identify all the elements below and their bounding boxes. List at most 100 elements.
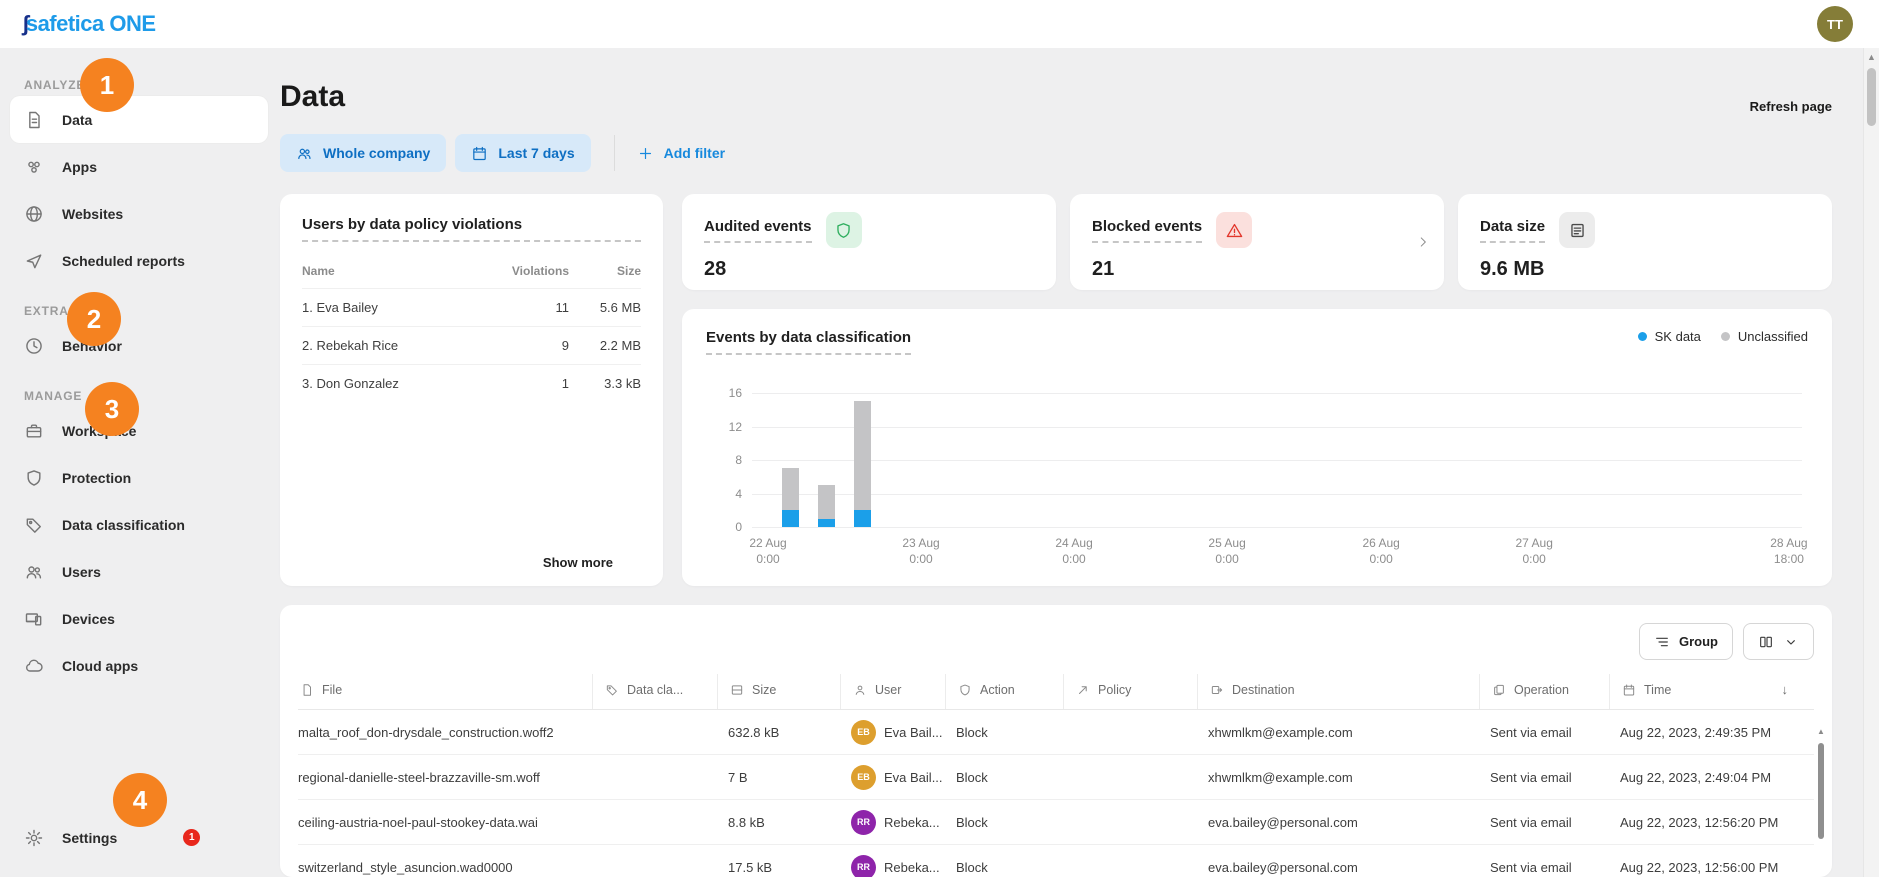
user-avatar[interactable]: TT: [1817, 6, 1853, 42]
sidebar-item-data-classification[interactable]: Data classification: [10, 501, 268, 548]
sidebar-item-users[interactable]: Users: [10, 548, 268, 595]
user-violation-row[interactable]: 3. Don Gonzalez 1 3.3 kB: [302, 364, 641, 402]
sidebar-item-protection[interactable]: Protection: [10, 454, 268, 501]
event-row[interactable]: malta_roof_don-drysdale_construction.wof…: [298, 710, 1814, 755]
column-header-action[interactable]: Action: [956, 674, 1064, 709]
users-card-title: Users by data policy violations: [302, 216, 641, 242]
cell-size: 17.5 kB: [728, 859, 773, 875]
gridline: [752, 527, 1802, 528]
column-header-policy[interactable]: Policy: [1074, 674, 1198, 709]
column-header-file[interactable]: File: [298, 674, 593, 709]
person-icon: [853, 683, 867, 697]
stat-title: Data size: [1480, 218, 1546, 243]
sidebar-item-label: Protection: [62, 469, 132, 486]
legend-item-unclassified[interactable]: Unclassified: [1720, 329, 1808, 344]
stat-title: Audited events: [704, 218, 812, 243]
destination-icon: [1210, 683, 1224, 697]
bar-segment-sk-data: [782, 510, 800, 527]
column-header-destination[interactable]: Destination: [1208, 674, 1480, 709]
data-size: 3.3 kB: [604, 376, 641, 391]
violations-count: 1: [561, 376, 569, 391]
stacked-bar[interactable]: [817, 485, 835, 527]
table-scrollbar[interactable]: ▲: [1816, 727, 1826, 873]
filter-chip-date-range[interactable]: Last 7 days: [455, 134, 591, 172]
bar-segment-sk-data: [817, 518, 835, 527]
column-header-time[interactable]: Time ↓: [1620, 674, 1804, 709]
policy-icon: [1076, 683, 1090, 697]
sidebar-item-behavior[interactable]: Behavior: [10, 322, 268, 369]
legend-item-sk-data[interactable]: SK data: [1637, 329, 1701, 344]
scroll-up-icon[interactable]: ▲: [1867, 52, 1876, 62]
cell-policy: [1074, 845, 1208, 877]
add-filter-button[interactable]: Add filter: [637, 145, 725, 162]
event-row[interactable]: ceiling-austria-noel-paul-stookey-data.w…: [298, 800, 1814, 845]
drive-icon: [730, 683, 744, 697]
column-header-operation[interactable]: Operation: [1490, 674, 1610, 709]
columns-icon: [1758, 634, 1774, 650]
event-row[interactable]: switzerland_style_asuncion.wad0000 17.5 k…: [298, 845, 1814, 877]
devices-icon: [24, 609, 44, 629]
cell-user: RR Rebeka...: [851, 845, 956, 877]
table-scrollbar-thumb[interactable]: [1818, 743, 1824, 839]
column-header-size[interactable]: Size: [728, 674, 841, 709]
calendar-icon: [471, 145, 488, 162]
col-size: Size: [616, 264, 641, 278]
show-more-button[interactable]: Show more: [542, 555, 613, 570]
cell-data-class: [603, 845, 728, 877]
sidebar-item-apps[interactable]: Apps: [10, 143, 268, 190]
stat-card-blocked-events: Blocked events 21: [1070, 194, 1444, 290]
x-axis-tick: 27 Aug 0:00: [1515, 536, 1553, 567]
cell-file: switzerland_style_asuncion.wad0000: [298, 859, 513, 875]
sidebar-item-settings[interactable]: Settings: [10, 814, 117, 861]
shield-icon: [825, 212, 862, 248]
cell-destination: eva.bailey@personal.com: [1208, 859, 1358, 875]
group-button[interactable]: Group: [1639, 623, 1733, 660]
bar-segment-unclassified: [782, 468, 800, 511]
cell-policy: [1074, 755, 1208, 799]
document-icon: [24, 110, 44, 130]
events-chart-card: Events by data classification SK data Unc…: [682, 309, 1832, 586]
sidebar-item-label: Data classification: [62, 516, 185, 533]
stacked-bar[interactable]: [853, 401, 871, 527]
page-scrollbar-thumb[interactable]: [1867, 68, 1876, 126]
events-table: File Data cla... Size User Action Policy Desti…: [298, 674, 1814, 877]
filter-bar: Whole company Last 7 days Add filter: [280, 134, 1832, 172]
sidebar-item-data[interactable]: Data: [10, 96, 268, 143]
stat-value: 21: [1092, 258, 1115, 280]
y-axis-label: 12: [728, 419, 742, 434]
column-picker-button[interactable]: [1743, 623, 1814, 660]
refresh-page-button[interactable]: Refresh page: [1749, 99, 1832, 114]
cell-data-class: [603, 710, 728, 754]
bar-segment-sk-data: [853, 510, 871, 527]
data-size: 2.2 MB: [599, 338, 641, 353]
filter-chip-date-label: Last 7 days: [498, 145, 575, 161]
page-scrollbar[interactable]: ▲: [1863, 48, 1879, 877]
user-name: 3. Don Gonzalez: [302, 376, 399, 391]
step-annotation-4: 4: [113, 773, 167, 827]
table-scroll-up-icon[interactable]: ▲: [1817, 727, 1825, 736]
sidebar-item-scheduled-reports[interactable]: Scheduled reports: [10, 237, 268, 284]
user-avatar: RR: [851, 854, 876, 877]
cell-file: regional-danielle-steel-brazzaville-sm.w…: [298, 769, 540, 785]
logo-mark-icon: ʃ: [22, 11, 29, 36]
column-header-user[interactable]: User: [851, 674, 946, 709]
user-violation-row[interactable]: 2. Rebekah Rice 9 2.2 MB: [302, 326, 641, 364]
sidebar-item-workspace[interactable]: Workspace: [10, 407, 268, 454]
stacked-bar[interactable]: [782, 468, 800, 527]
chevron-right-icon[interactable]: [1416, 235, 1430, 249]
sort-descending-icon[interactable]: ↓: [1781, 682, 1789, 697]
sidebar-item-websites[interactable]: Websites: [10, 190, 268, 237]
user-name: Rebeka...: [884, 859, 940, 875]
filter-chip-company[interactable]: Whole company: [280, 134, 447, 172]
filter-divider: [613, 135, 615, 171]
column-header-data-cla[interactable]: Data cla...: [603, 674, 718, 709]
gridline: [752, 460, 1802, 461]
sidebar-item-devices[interactable]: Devices: [10, 595, 268, 642]
cell-action: Block: [956, 724, 988, 740]
sidebar-item-cloud-apps[interactable]: Cloud apps: [10, 642, 268, 689]
sidebar-item-label: Users: [62, 563, 101, 580]
step-annotation-2: 2: [67, 292, 121, 346]
column-label: Time: [1644, 682, 1672, 697]
event-row[interactable]: regional-danielle-steel-brazzaville-sm.w…: [298, 755, 1814, 800]
user-violation-row[interactable]: 1. Eva Bailey 11 5.6 MB: [302, 288, 641, 326]
